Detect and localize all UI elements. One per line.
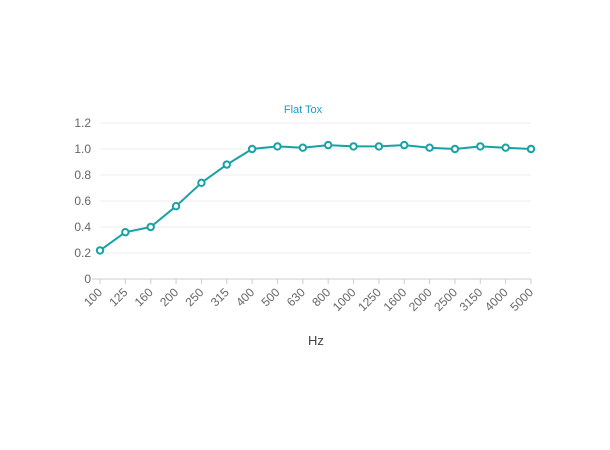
x-tick-label: 125 (106, 285, 130, 309)
x-tick-label: 3150 (457, 285, 486, 314)
x-tick-label: 1600 (381, 285, 410, 314)
data-point[interactable] (349, 142, 358, 151)
series-line (99, 144, 532, 252)
chart-title: Flat Tox (284, 104, 323, 116)
y-tick-label: 1.2 (74, 116, 91, 130)
data-point[interactable] (146, 222, 155, 232)
y-tick-label: 0.4 (74, 220, 91, 234)
y-tick-label: 0.6 (74, 194, 91, 208)
data-point[interactable] (273, 142, 282, 151)
x-tick-label: 5000 (507, 285, 536, 314)
y-tick-label: 0.8 (74, 168, 91, 182)
data-point[interactable] (247, 144, 257, 154)
x-tick-label: 400 (233, 285, 257, 309)
data-point[interactable] (95, 246, 105, 255)
data-point[interactable] (450, 144, 460, 154)
x-tick-label: 315 (208, 285, 232, 309)
x-tick-label: 1250 (355, 285, 384, 314)
data-point[interactable] (298, 143, 308, 152)
data-point[interactable] (400, 140, 409, 150)
x-tick-label: 800 (309, 285, 333, 309)
data-point[interactable] (171, 202, 181, 211)
data-point[interactable] (197, 178, 206, 188)
grid (92, 122, 531, 280)
x-tick-label: 2500 (431, 285, 460, 314)
data-point[interactable] (374, 142, 384, 151)
x-tick-label: 4000 (482, 285, 511, 314)
data-point[interactable] (222, 160, 231, 169)
data-point[interactable] (323, 140, 333, 150)
x-axis-label: Hz (308, 333, 324, 348)
x-tick-label: 500 (259, 285, 283, 309)
x-tick-label: 630 (284, 285, 308, 309)
x-tick-label: 2000 (406, 285, 435, 314)
x-tick-label: 1000 (330, 285, 359, 314)
series (95, 140, 536, 255)
y-tick-label: 0.2 (74, 246, 91, 260)
x-tick-label: 160 (132, 285, 156, 309)
x-tick-label: 250 (182, 285, 206, 309)
data-point[interactable] (121, 228, 130, 237)
x-tick-label: 200 (157, 285, 181, 309)
data-point[interactable] (476, 142, 485, 151)
x-tick-label: 100 (81, 285, 105, 309)
data-point[interactable] (501, 143, 510, 152)
y-tick-label: 1.0 (74, 142, 91, 156)
data-point[interactable] (425, 143, 434, 152)
y-tick-label: 0 (84, 272, 91, 286)
data-point[interactable] (526, 144, 536, 154)
